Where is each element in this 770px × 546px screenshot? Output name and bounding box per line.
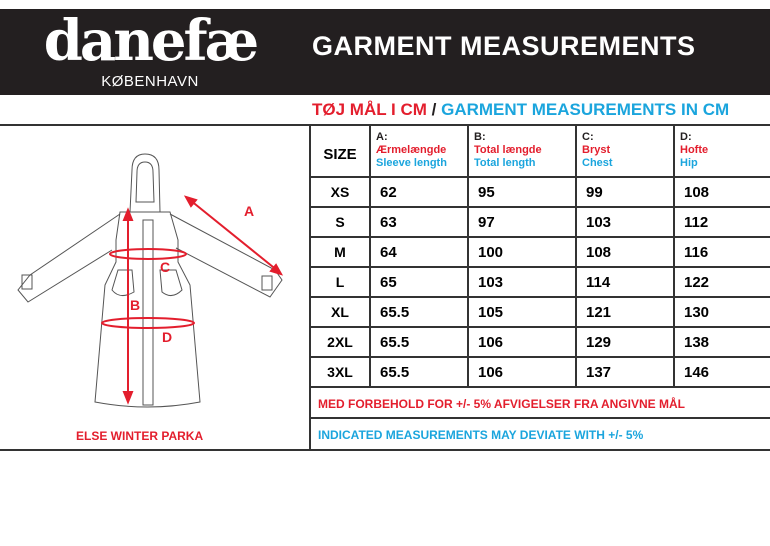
table-rule [467,125,469,387]
measurement-cell: 116 [684,244,709,261]
measurement-cell: 95 [478,184,495,201]
size-cell: S [335,214,345,230]
measurement-cell: 106 [478,364,504,381]
brand-name: danefæ [43,8,259,74]
subtitle-danish: TØJ MÅL I CM [312,100,427,119]
measurement-cell: 103 [478,274,504,291]
diagram-caption: ELSE WINTER PARKA [76,429,204,443]
subtitle-separator: / [426,100,442,119]
label-b: B [130,297,140,313]
table-rule [310,176,770,178]
measurement-cell: 105 [478,304,504,321]
column-header: A: Ærmelængde Sleeve length [376,131,447,170]
size-cell: L [335,274,345,290]
brand-city: KØBENHAVN [101,73,199,90]
column-danish: Bryst [582,144,611,156]
size-cell: 2XL [327,334,353,350]
table-rule [310,356,770,358]
parka-outline [17,153,283,408]
measurement-lines [101,195,284,405]
measurement-cell: 62 [380,184,397,201]
column-english: Total length [474,157,536,169]
measurement-cell: 64 [380,244,397,261]
measurement-cell: 65 [380,274,397,291]
column-english: Chest [582,157,613,169]
table-rule [369,125,371,387]
table-rule [575,125,577,387]
measurement-cell: 112 [684,214,709,231]
brand-logo: danefæ KØBENHAVN [40,11,260,93]
size-cell: XL [331,304,349,320]
column-letter: B: [474,131,486,143]
parka-diagram: A B C D [17,153,284,408]
size-cell: XS [330,184,350,200]
column-danish: Ærmelængde [376,144,447,156]
size-header: SIZE [323,146,357,163]
measurement-cell: 129 [586,334,612,351]
label-a: A [244,203,254,219]
label-c: C [160,259,170,275]
table-rule [673,125,675,387]
note-danish: MED FORBEHOLD FOR +/- 5% AFVIGELSER FRA … [318,397,686,411]
column-english: Hip [680,157,698,169]
table-rule [310,386,770,388]
table-rule [310,296,770,298]
table-rule [0,449,770,451]
measurement-cell: 99 [586,184,603,201]
measurement-cell: 114 [586,274,611,291]
header-bar: danefæ KØBENHAVN GARMENT MEASUREMENTS [0,9,770,95]
subtitle-english: GARMENT MEASUREMENTS IN CM [441,100,730,119]
measurement-cell: 100 [478,244,504,261]
measurement-cell: 103 [586,214,612,231]
measurement-cell: 108 [684,184,710,201]
measurement-cell: 97 [478,214,495,231]
page-title: GARMENT MEASUREMENTS [312,31,696,61]
table-rule [309,125,311,450]
label-d: D [162,329,172,345]
column-letter: C: [582,131,594,143]
measurement-cell: 63 [380,214,397,231]
table-rule [310,206,770,208]
size-cell: M [334,244,346,260]
measurement-cell: 137 [586,364,612,381]
size-cell: 3XL [327,364,353,380]
table-rule [310,417,770,419]
column-danish: Total længde [474,144,542,156]
column-header: C: Bryst Chest [582,131,613,170]
measurement-cell: 130 [684,304,710,321]
measurement-cell: 121 [586,304,612,321]
table-rule [310,266,770,268]
measurement-cell: 106 [478,334,504,351]
column-danish: Hofte [680,144,709,156]
table-rule [310,326,770,328]
column-letter: A: [376,131,388,143]
column-english: Sleeve length [376,157,447,169]
measurement-cell: 146 [684,364,710,381]
column-letter: D: [680,131,692,143]
measurement-cell: 108 [586,244,612,261]
column-header: D: Hofte Hip [680,131,708,170]
note-english: INDICATED MEASUREMENTS MAY DEVIATE WITH … [318,428,644,442]
measurement-cell: 138 [684,334,710,351]
measurement-cell: 122 [684,274,710,291]
measurement-cell: 65.5 [380,364,410,381]
table-rule [310,236,770,238]
table-rule [0,124,770,126]
subtitle: TØJ MÅL I CM / GARMENT MEASUREMENTS IN C… [312,100,729,120]
measurement-cell: 65.5 [380,334,410,351]
measurement-cell: 65.5 [380,304,410,321]
column-header: B: Total længde Total length [474,131,542,170]
